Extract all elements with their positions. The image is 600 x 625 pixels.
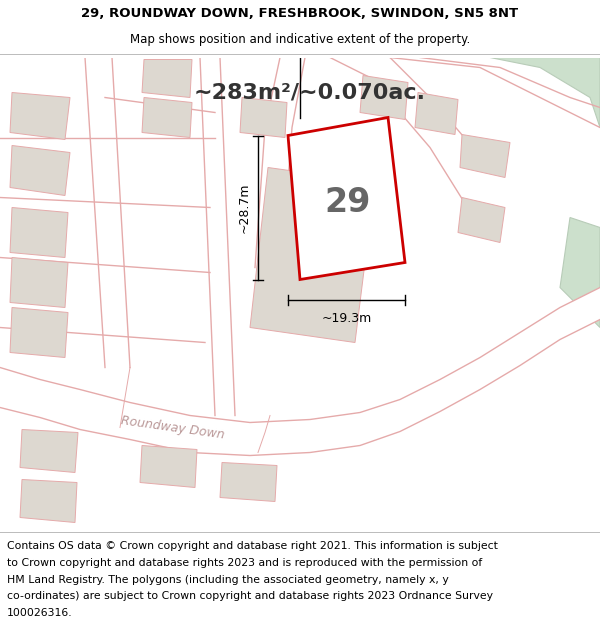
Polygon shape: [10, 258, 68, 308]
Polygon shape: [10, 208, 68, 258]
Polygon shape: [140, 446, 197, 488]
Polygon shape: [142, 59, 192, 98]
Text: 100026316.: 100026316.: [7, 608, 73, 618]
Polygon shape: [10, 92, 70, 139]
Text: ~28.7m: ~28.7m: [238, 182, 251, 232]
Polygon shape: [220, 462, 277, 501]
Text: HM Land Registry. The polygons (including the associated geometry, namely x, y: HM Land Registry. The polygons (includin…: [7, 574, 449, 584]
Polygon shape: [20, 479, 77, 522]
Polygon shape: [142, 98, 192, 138]
Text: 29, ROUNDWAY DOWN, FRESHBROOK, SWINDON, SN5 8NT: 29, ROUNDWAY DOWN, FRESHBROOK, SWINDON, …: [82, 8, 518, 20]
Text: to Crown copyright and database rights 2023 and is reproduced with the permissio: to Crown copyright and database rights 2…: [7, 558, 482, 568]
Polygon shape: [0, 288, 600, 456]
Text: ~19.3m: ~19.3m: [322, 311, 371, 324]
Text: co-ordinates) are subject to Crown copyright and database rights 2023 Ordnance S: co-ordinates) are subject to Crown copyr…: [7, 591, 493, 601]
Polygon shape: [458, 198, 505, 242]
Polygon shape: [250, 168, 375, 342]
Polygon shape: [10, 308, 68, 358]
Text: Map shows position and indicative extent of the property.: Map shows position and indicative extent…: [130, 33, 470, 46]
Polygon shape: [20, 429, 78, 472]
Polygon shape: [10, 146, 70, 196]
Polygon shape: [360, 76, 408, 119]
Text: ~283m²/~0.070ac.: ~283m²/~0.070ac.: [194, 82, 426, 102]
Polygon shape: [560, 217, 600, 328]
Polygon shape: [415, 92, 458, 134]
Text: Contains OS data © Crown copyright and database right 2021. This information is : Contains OS data © Crown copyright and d…: [7, 541, 498, 551]
Text: Roundway Down: Roundway Down: [120, 414, 225, 441]
Polygon shape: [490, 58, 600, 127]
Polygon shape: [460, 134, 510, 178]
Polygon shape: [240, 98, 287, 138]
Text: 29: 29: [325, 186, 371, 219]
Polygon shape: [288, 118, 405, 279]
